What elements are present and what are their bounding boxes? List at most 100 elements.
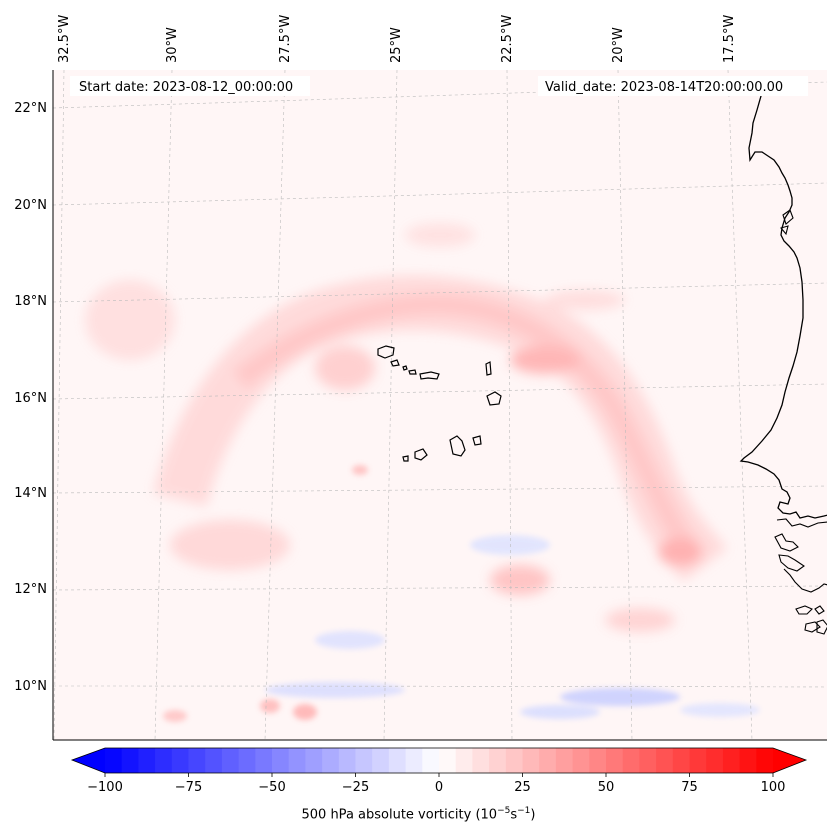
valid-date-label: Valid_date: 2023-08-14T20:00:00.00: [545, 80, 783, 95]
colorbar-cell: [455, 748, 473, 773]
island-santiago: [449, 435, 466, 457]
colorbar-cell: [656, 748, 674, 773]
colorbar-max-extension: [773, 748, 806, 773]
vorticity-max-southeast: [658, 538, 702, 566]
vorticity-patch-west: [315, 346, 375, 390]
vorticity-streak-southeast: [605, 608, 675, 632]
graticule: [53, 70, 827, 740]
lon-label-22-5w: 22.5°W: [500, 15, 515, 63]
colorbar-cell: [105, 748, 123, 773]
colorbar-title-main: 500 hPa absolute vorticity (10: [301, 807, 498, 823]
colorbar-cell: [756, 748, 774, 773]
colorbar-cell: [422, 748, 440, 773]
colorbar-cell: [355, 748, 373, 773]
colorbar-cell: [739, 748, 757, 773]
island-boa-vista: [486, 391, 502, 406]
colorbar-cell: [722, 748, 741, 773]
colorbar-tick-label: −25: [342, 780, 369, 795]
longitude-labels: 32.5°W 30°W 27.5°W 25°W 22.5°W 20°W 17.5…: [57, 15, 737, 63]
colorbar-tick-label: −50: [258, 780, 285, 795]
colorbar-cell: [372, 748, 390, 773]
lat-label-22n: 22°N: [14, 101, 47, 116]
lat-label-12n: 12°N: [14, 582, 47, 597]
lon-label-32-5w: 32.5°W: [57, 15, 72, 63]
colorbar-cell: [388, 748, 407, 773]
colorbar-cell: [238, 748, 256, 773]
negative-vorticity-patch: [560, 688, 680, 706]
colorbar-cell: [305, 748, 323, 773]
vorticity-patch-southwest: [170, 520, 290, 570]
colorbar-cell: [672, 748, 690, 773]
colorbar-cell: [221, 748, 240, 773]
vorticity-max-north: [510, 346, 580, 374]
colorbar-tick-label: −75: [175, 780, 202, 795]
lat-label-18n: 18°N: [14, 294, 47, 309]
colorbar-cells: [105, 748, 774, 773]
colorbar: −100 −75 −50 −25 0 25 50 75 100: [70, 747, 808, 795]
vorticity-spot: [163, 710, 187, 722]
island-santa-luzia: [402, 365, 408, 371]
colorbar-cell: [706, 748, 724, 773]
negative-vorticity-patch: [680, 703, 760, 717]
negative-vorticity-patch: [470, 535, 550, 555]
map-background: [53, 70, 827, 740]
colorbar-cell: [622, 748, 640, 773]
latitude-labels: 22°N 20°N 18°N 16°N 14°N 12°N 10°N: [14, 101, 47, 694]
colorbar-cell: [439, 748, 457, 773]
island-fogo: [414, 448, 428, 461]
colorbar-title: 500 hPa absolute vorticity (10−5s−1): [0, 806, 837, 822]
colorbar-cell: [272, 748, 290, 773]
island-santo-antao: [377, 345, 395, 359]
vorticity-spot: [352, 465, 368, 475]
colorbar-cell: [555, 748, 574, 773]
coastline-details: [774, 209, 827, 635]
lat-label-10n: 10°N: [14, 679, 47, 694]
colorbar-title-exp2: −1: [517, 806, 531, 816]
colorbar-cell: [606, 748, 624, 773]
colorbar-tick-label: 100: [761, 780, 786, 795]
lon-label-30w: 30°W: [165, 27, 180, 63]
colorbar-cell: [121, 748, 139, 773]
colorbar-cell: [522, 748, 540, 773]
vorticity-streak-north: [405, 223, 475, 247]
island-sao-nicolau: [419, 371, 440, 380]
vorticity-streak: [545, 290, 625, 310]
island-brava: [402, 455, 409, 462]
lon-label-25w: 25°W: [389, 27, 404, 63]
start-date-label: Start date: 2023-08-12_00:00:00: [79, 80, 293, 95]
colorbar-cell: [472, 748, 490, 773]
colorbar-title-mid: s: [510, 807, 518, 823]
valid-date-box: [538, 76, 808, 96]
colorbar-cell: [255, 748, 273, 773]
negative-vorticity-patch: [265, 682, 405, 698]
colorbar-tick-label: 0: [435, 780, 443, 795]
negative-vorticity-patch: [315, 631, 385, 649]
colorbar-cell: [155, 748, 173, 773]
colorbar-cell: [322, 748, 340, 773]
colorbar-title-exp1: −5: [497, 806, 511, 816]
lat-label-20n: 20°N: [14, 198, 47, 213]
lat-label-16n: 16°N: [14, 391, 47, 406]
colorbar-ticks: −100 −75 −50 −25 0 25 50 75 100: [87, 773, 785, 795]
lon-label-27-5w: 27.5°W: [278, 15, 293, 63]
colorbar-cell: [505, 748, 523, 773]
lon-label-17-5w: 17.5°W: [722, 15, 737, 63]
colorbar-cell: [171, 748, 189, 773]
map-panel: Start date: 2023-08-12_00:00:00 Valid_da…: [53, 70, 827, 740]
colorbar-cell: [639, 748, 657, 773]
vorticity-patch-south: [490, 565, 550, 595]
vorticity-ridge: [232, 293, 699, 557]
colorbar-tick-label: 50: [598, 780, 615, 795]
colorbar-cell: [288, 748, 306, 773]
colorbar-cell: [539, 748, 557, 773]
colorbar-tick-label: −100: [87, 780, 123, 795]
colorbar-cell: [689, 748, 707, 773]
colorbar-cell: [138, 748, 156, 773]
colorbar-cell: [338, 748, 356, 773]
colorbar-cell: [489, 748, 507, 773]
west-africa-coastline: [739, 87, 827, 519]
start-date-box: [70, 76, 310, 96]
colorbar-tick-label: 75: [681, 780, 698, 795]
vorticity-spot: [260, 699, 280, 713]
